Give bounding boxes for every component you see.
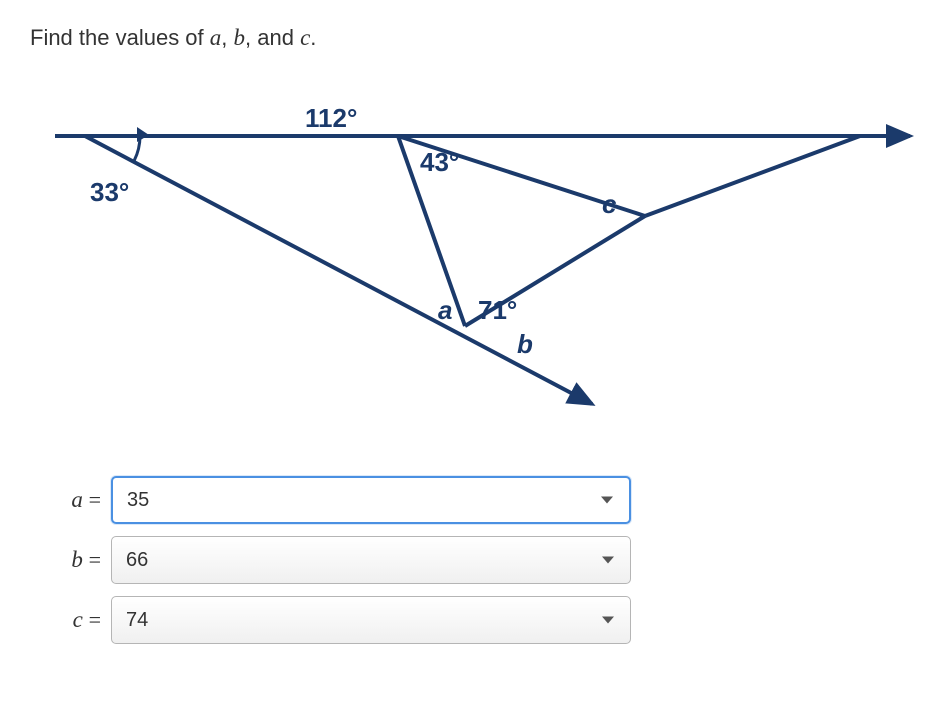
answer-label-c: c = [55,607,105,633]
geometry-diagram: 33° 112° 43° a 71°b c [30,91,915,436]
svg-text:43°: 43° [420,147,459,177]
question-var-b: b [234,25,246,50]
svg-text:c: c [602,189,617,219]
answer-row-a: a = 35 [55,476,915,524]
svg-text:71°: 71° [478,295,517,325]
select-a[interactable]: 35 [111,476,631,524]
question-var-c: c [300,25,310,50]
answer-label-b: b = [55,547,105,573]
svg-text:a: a [438,295,452,325]
answer-label-a: a = [55,487,105,513]
diagram-svg: 33° 112° 43° a 71°b c [30,91,930,431]
chevron-down-icon [601,497,613,504]
answers-section: a = 35 b = 66 c = 74 [55,476,915,644]
question-prefix: Find the values of [30,25,210,50]
question-suffix: . [310,25,316,50]
select-b-value: 66 [126,549,148,572]
svg-text:b: b [517,329,533,359]
svg-text:112°: 112° [305,103,357,133]
select-c[interactable]: 74 [111,596,631,644]
select-a-value: 35 [127,489,149,512]
question-text: Find the values of a, b, and c. [30,25,915,51]
answer-row-c: c = 74 [55,596,915,644]
chevron-down-icon [602,557,614,564]
select-c-value: 74 [126,609,148,632]
chevron-down-icon [602,617,614,624]
answer-row-b: b = 66 [55,536,915,584]
svg-text:33°: 33° [90,177,129,207]
select-b[interactable]: 66 [111,536,631,584]
question-var-a: a [210,25,222,50]
